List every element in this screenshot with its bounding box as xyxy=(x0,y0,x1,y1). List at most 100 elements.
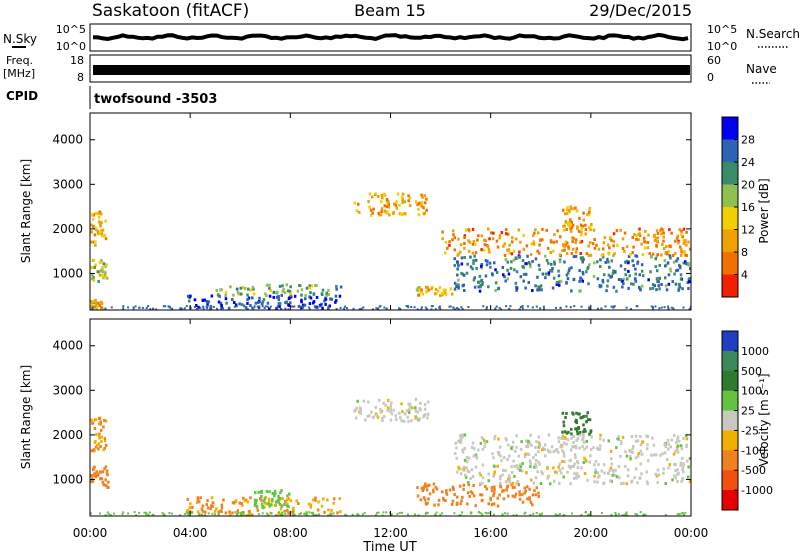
velocity-ytick-label: 1000 xyxy=(52,472,83,486)
power-cell xyxy=(549,240,553,244)
velocity-cell xyxy=(313,514,316,516)
velocity-cell xyxy=(496,464,499,468)
velocity-cell xyxy=(99,428,103,432)
velocity-cell xyxy=(336,511,339,515)
power-cell xyxy=(480,248,483,252)
power-cell xyxy=(682,238,686,242)
velocity-cell xyxy=(338,497,341,501)
velocity-cell xyxy=(344,513,347,516)
power-cell xyxy=(455,285,458,288)
power-cell xyxy=(266,301,270,305)
power-cell xyxy=(688,308,691,310)
velocity-cell xyxy=(620,482,623,486)
x-tick-label: 04:00 xyxy=(173,526,208,540)
velocity-cell xyxy=(471,475,475,478)
velocity-ytick-label: 4000 xyxy=(52,339,83,353)
velocity-cell xyxy=(687,475,690,479)
power-cell xyxy=(602,241,606,245)
power-cell xyxy=(99,222,102,226)
power-cell xyxy=(508,251,511,255)
velocity-cell xyxy=(191,506,194,509)
velocity-cell xyxy=(394,414,398,418)
velocity-cell xyxy=(461,448,464,452)
velocity-cell xyxy=(92,448,96,452)
power-cell xyxy=(483,243,487,247)
freq-trace xyxy=(93,65,690,75)
velocity-cell xyxy=(645,480,649,484)
power-cell xyxy=(660,232,663,236)
velocity-cell xyxy=(534,493,538,497)
velocity-cell xyxy=(679,461,683,465)
power-cell xyxy=(417,213,421,217)
velocity-cell xyxy=(468,495,471,498)
power-cell xyxy=(521,259,525,262)
power-cell xyxy=(461,308,464,310)
velocity-cell xyxy=(515,514,518,516)
power-cell xyxy=(418,201,421,205)
power-cell xyxy=(401,192,405,196)
velocity-cell xyxy=(538,462,541,466)
power-cell xyxy=(478,274,482,278)
power-cell xyxy=(607,260,610,264)
velocity-cell xyxy=(665,458,669,462)
power-cell xyxy=(567,245,570,249)
power-cell xyxy=(94,240,97,244)
power-cell xyxy=(408,204,412,208)
velocity-cell xyxy=(330,508,333,512)
power-cell xyxy=(138,306,141,309)
power-cell xyxy=(587,254,590,257)
power-cell xyxy=(304,297,307,301)
velocity-cell xyxy=(562,424,566,428)
velocity-cell xyxy=(678,513,681,516)
power-cell xyxy=(660,306,663,309)
velocity-cell xyxy=(267,500,271,504)
velocity-cell xyxy=(477,448,480,452)
velocity-cell xyxy=(457,465,460,469)
velocity-cell xyxy=(615,475,619,479)
velocity-cell xyxy=(102,483,105,487)
power-cell xyxy=(511,240,514,244)
velocity-cell xyxy=(297,502,300,505)
power-cell xyxy=(104,219,107,223)
velocity-cell xyxy=(511,481,515,485)
power-cell xyxy=(514,256,518,260)
velocity-cell xyxy=(100,477,104,481)
power-cell xyxy=(546,246,550,250)
velocity-cell xyxy=(489,496,492,500)
velocity-cell xyxy=(234,511,237,514)
x-tick-label: 00:00 xyxy=(674,526,709,540)
velocity-cell xyxy=(490,486,494,490)
velocity-cell xyxy=(359,409,362,413)
velocity-cell xyxy=(561,466,564,470)
velocity-cell xyxy=(571,411,574,415)
velocity-cell xyxy=(492,502,495,506)
velocity-cell xyxy=(378,398,381,402)
velocity-cell xyxy=(483,445,486,449)
power-cell xyxy=(183,307,186,310)
power-cell xyxy=(512,258,516,262)
power-cell xyxy=(585,270,588,274)
power-cell xyxy=(662,231,665,235)
velocity-cell xyxy=(577,475,581,479)
velocity-cell xyxy=(493,470,496,474)
velocity-cell xyxy=(423,498,427,502)
power-cell xyxy=(102,274,106,278)
velocity-cell xyxy=(106,511,109,514)
power-cell xyxy=(474,258,478,262)
velocity-cell xyxy=(674,476,678,480)
velocity-cell xyxy=(525,439,528,443)
power-cell xyxy=(257,301,260,304)
velocity-cell xyxy=(573,453,577,457)
power-cell xyxy=(285,283,288,287)
power-cell xyxy=(638,227,641,231)
velocity-cell xyxy=(407,419,410,423)
velocity-cell xyxy=(196,496,200,500)
power-cell xyxy=(169,305,171,308)
power-cell xyxy=(638,234,642,237)
power-cell xyxy=(467,228,470,232)
velocity-cell xyxy=(539,514,542,516)
velocity-cell xyxy=(487,512,490,515)
velocity-cell xyxy=(469,490,473,494)
power-cell xyxy=(387,205,391,209)
velocity-cell xyxy=(673,474,676,478)
